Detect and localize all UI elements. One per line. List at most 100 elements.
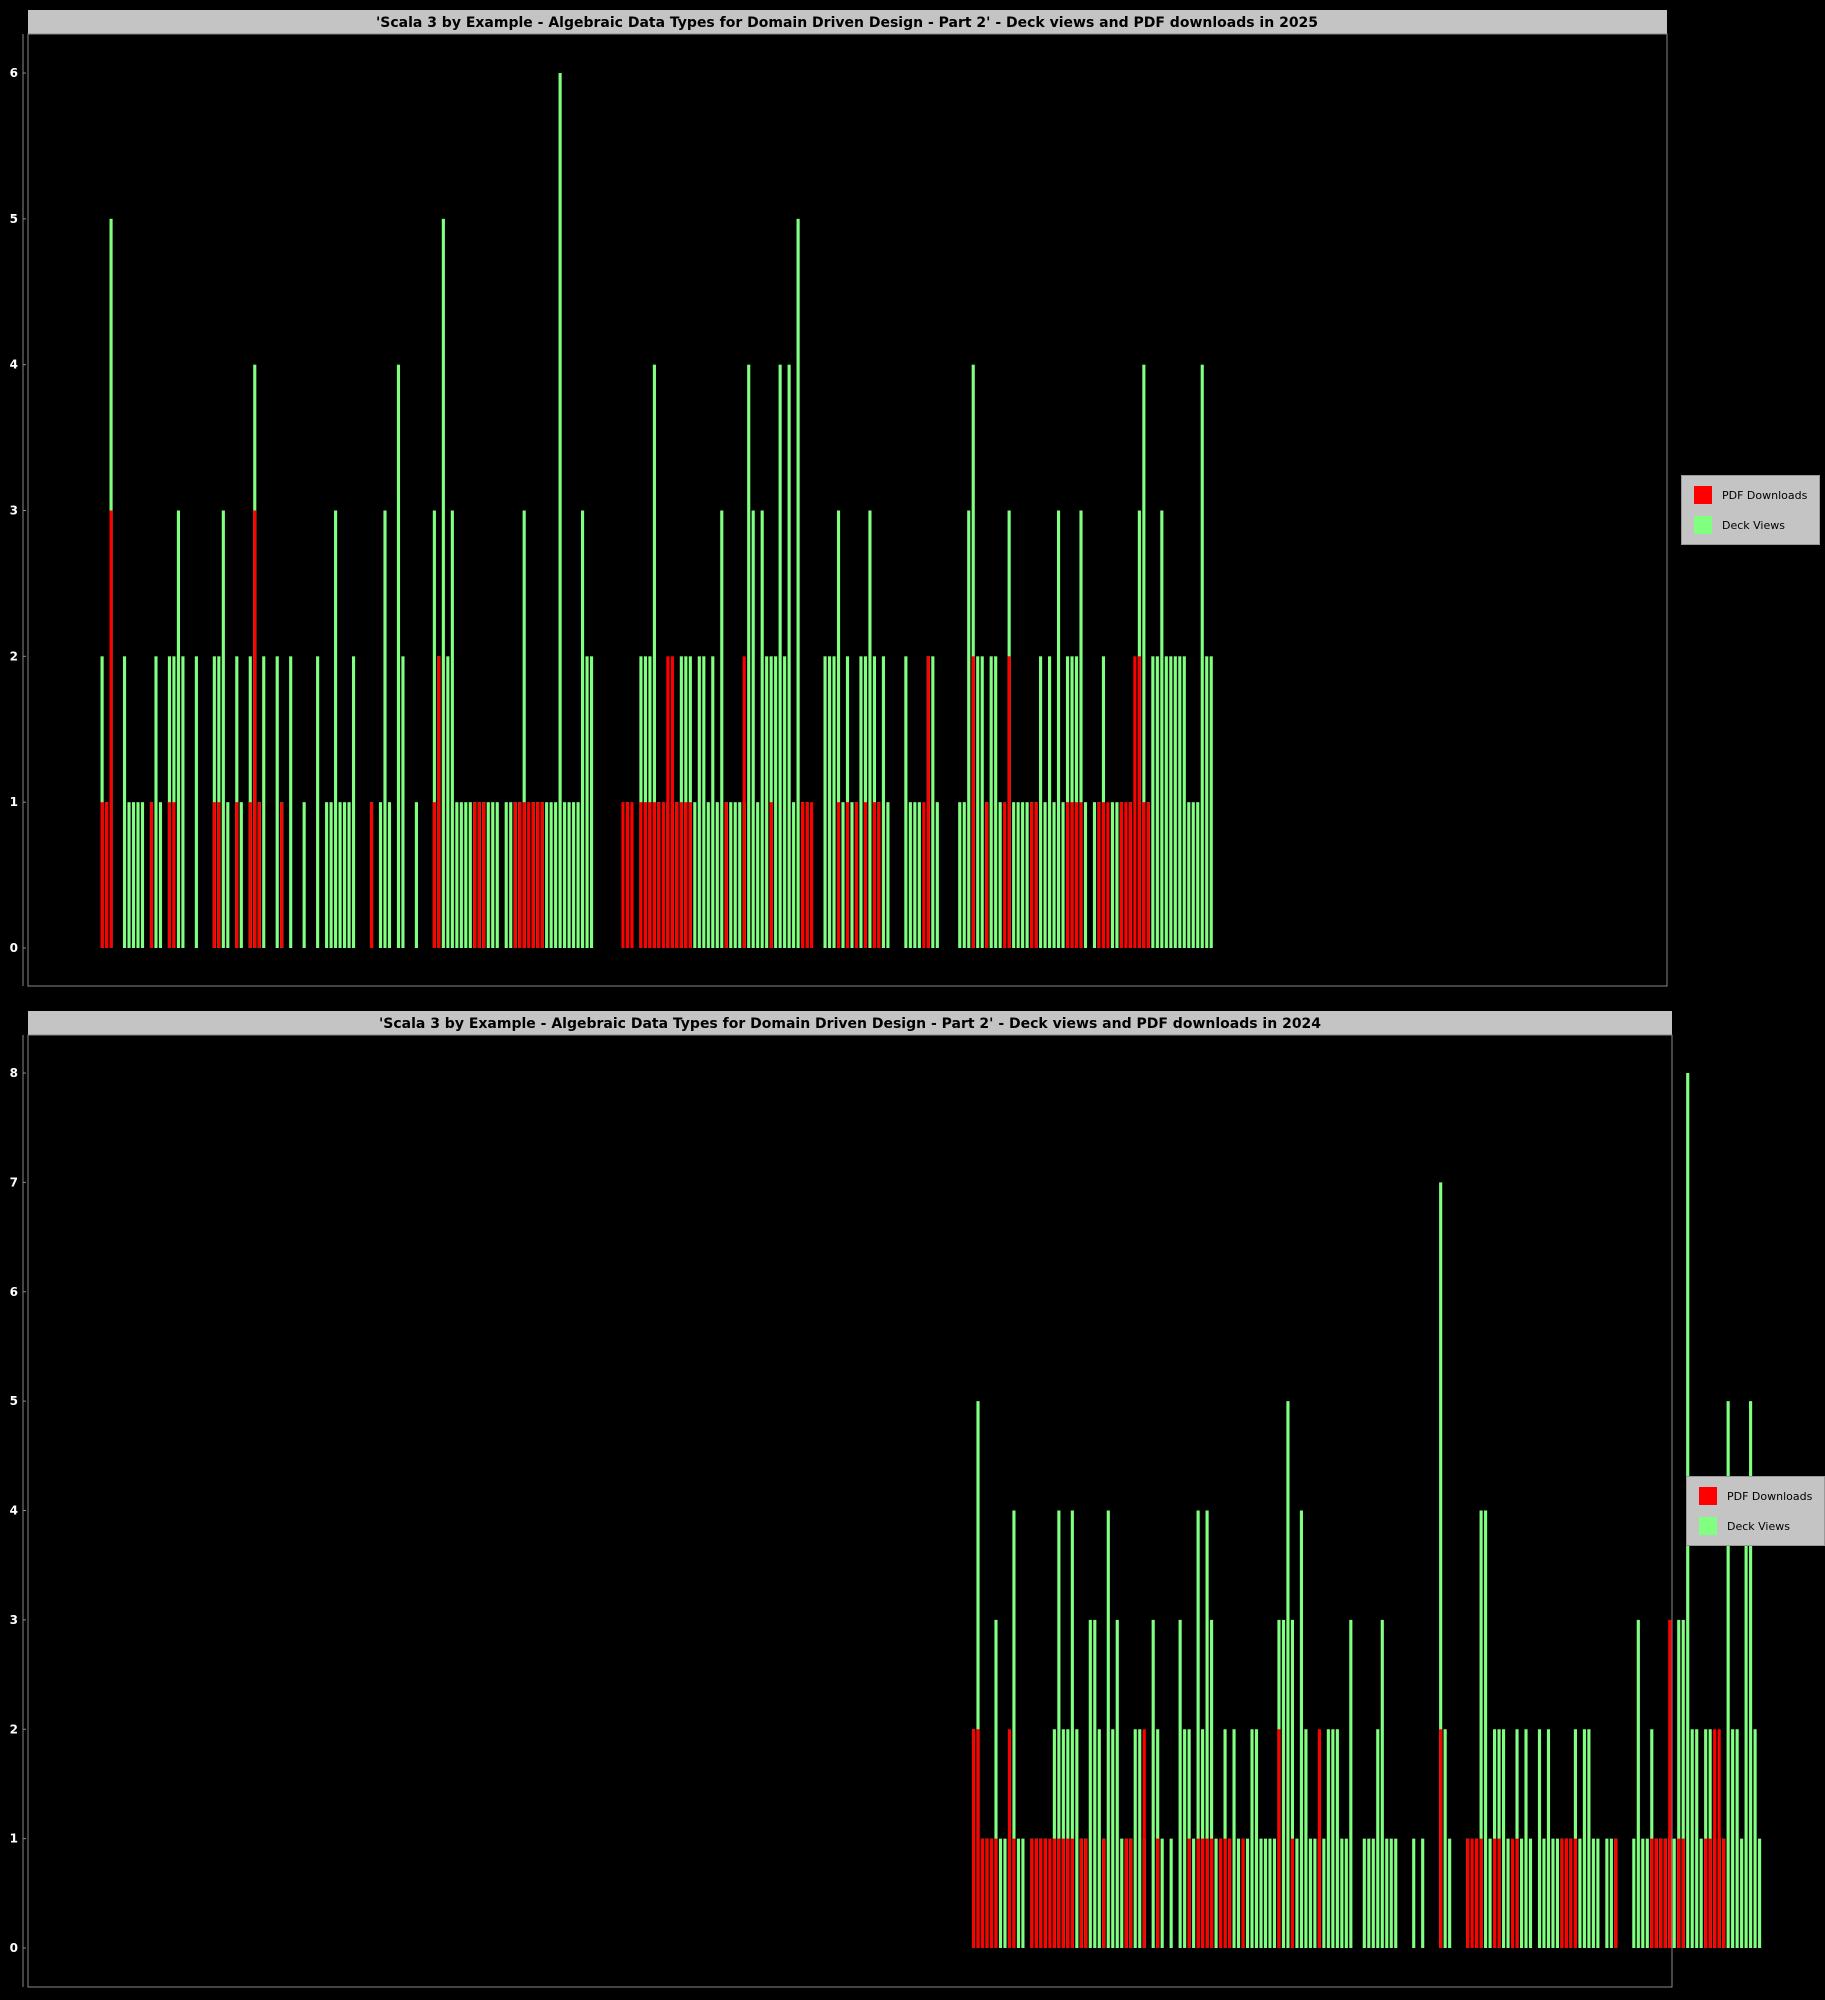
bar-deck-views bbox=[1281, 1619, 1286, 1949]
bar-pdf-downloads bbox=[679, 802, 683, 948]
y-tick-label: 2 bbox=[10, 649, 18, 663]
bar-pdf-downloads bbox=[684, 802, 688, 948]
bar-deck-views bbox=[396, 364, 401, 948]
bar-deck-views bbox=[783, 656, 787, 948]
bar-deck-views bbox=[154, 656, 158, 948]
bar-deck-views bbox=[1164, 656, 1168, 948]
bar-deck-views bbox=[1259, 1838, 1263, 1949]
bar-deck-views bbox=[1021, 1838, 1025, 1949]
bar-deck-views bbox=[572, 802, 576, 948]
bar-deck-views bbox=[226, 802, 230, 948]
bar-pdf-downloads bbox=[1084, 1838, 1088, 1949]
bar-deck-views bbox=[1160, 510, 1164, 948]
bar-pdf-downloads bbox=[1102, 1838, 1106, 1949]
bar-deck-views bbox=[414, 802, 418, 948]
bar-deck-views bbox=[1196, 802, 1200, 948]
bar-deck-views bbox=[248, 656, 252, 948]
legend-swatch-pdf bbox=[1694, 486, 1712, 504]
bar-deck-views bbox=[1115, 802, 1119, 948]
bar-pdf-downloads bbox=[769, 802, 773, 948]
bar-deck-views bbox=[491, 802, 495, 948]
legend-swatch-views bbox=[1699, 1517, 1717, 1535]
y-tick-label: 3 bbox=[10, 504, 18, 518]
bar-deck-views bbox=[836, 510, 841, 948]
bar-deck-views bbox=[1178, 1619, 1182, 1949]
bar-deck-views bbox=[176, 510, 180, 948]
bar-deck-views bbox=[1151, 656, 1155, 948]
bar-deck-views bbox=[1731, 1729, 1735, 1948]
bar-deck-views bbox=[1349, 1619, 1353, 1949]
bar-deck-views bbox=[1335, 1729, 1339, 1948]
bar-pdf-downloads bbox=[1210, 1838, 1214, 1949]
bar-deck-views bbox=[1304, 1729, 1308, 1948]
bar-pdf-downloads bbox=[1290, 1838, 1295, 1949]
bar-deck-views bbox=[302, 802, 306, 948]
bar-pdf-downloads bbox=[1713, 1729, 1717, 1948]
chart-2024: 'Scala 3 by Example - Algebraic Data Typ… bbox=[10, 1011, 1762, 1988]
bar-pdf-downloads bbox=[1493, 1838, 1497, 1949]
bar-deck-views bbox=[1192, 1838, 1196, 1949]
bar-pdf-downloads bbox=[625, 802, 630, 948]
bar-deck-views bbox=[131, 802, 136, 948]
bar-deck-views bbox=[1290, 1619, 1295, 1949]
bar-deck-views bbox=[343, 802, 347, 948]
bar-pdf-downloads bbox=[1241, 1838, 1245, 1949]
bar-pdf-downloads bbox=[1201, 1838, 1205, 1949]
bar-deck-views bbox=[167, 656, 172, 948]
bar-deck-views bbox=[1079, 510, 1083, 948]
bar-deck-views bbox=[1582, 1729, 1586, 1948]
bar-pdf-downloads bbox=[877, 802, 881, 948]
bar-deck-views bbox=[1443, 1729, 1447, 1948]
bar-deck-views bbox=[1120, 1838, 1124, 1949]
bar-pdf-downloads bbox=[1034, 1838, 1038, 1949]
bar-deck-views bbox=[1263, 1838, 1268, 1949]
bar-deck-views bbox=[832, 656, 836, 948]
bar-deck-views bbox=[778, 364, 782, 948]
bar-pdf-downloads bbox=[661, 802, 665, 948]
bar-deck-views bbox=[334, 510, 338, 948]
bar-deck-views bbox=[1187, 802, 1191, 948]
bar-pdf-downloads bbox=[1681, 1838, 1685, 1949]
y-tick-label: 1 bbox=[10, 1832, 18, 1846]
bar-pdf-downloads bbox=[432, 802, 436, 948]
bar-deck-views bbox=[989, 656, 993, 948]
bar-deck-views bbox=[994, 656, 998, 948]
bar-deck-views bbox=[796, 218, 800, 948]
bar-deck-views bbox=[1236, 1838, 1241, 1949]
bar-deck-views bbox=[1065, 656, 1070, 948]
bar-deck-views bbox=[1371, 1838, 1375, 1949]
bar-pdf-downloads bbox=[1708, 1838, 1712, 1949]
bar-deck-views bbox=[1699, 1838, 1703, 1949]
bar-deck-views bbox=[702, 656, 706, 948]
bar-deck-views bbox=[1093, 1619, 1097, 1949]
bar-deck-views bbox=[1209, 656, 1213, 948]
bar-deck-views bbox=[1142, 364, 1146, 948]
bar-deck-views bbox=[976, 1401, 980, 1949]
bar-deck-views bbox=[549, 802, 553, 948]
bar-deck-views bbox=[976, 656, 980, 948]
bar-deck-views bbox=[1322, 1838, 1326, 1949]
bar-deck-views bbox=[1740, 1838, 1744, 1949]
bar-pdf-downloads bbox=[369, 802, 374, 948]
bar-deck-views bbox=[235, 656, 239, 948]
bar-deck-views bbox=[486, 802, 490, 948]
y-tick-label: 8 bbox=[10, 1066, 18, 1080]
bar-deck-views bbox=[1021, 802, 1025, 948]
bar-deck-views bbox=[845, 656, 850, 948]
bar-deck-views bbox=[1528, 1838, 1533, 1949]
bar-deck-views bbox=[136, 802, 140, 948]
bar-deck-views bbox=[886, 802, 890, 948]
bar-pdf-downloads bbox=[1043, 1838, 1047, 1949]
bar-deck-views bbox=[693, 802, 697, 948]
bar-deck-views bbox=[545, 802, 549, 948]
bar-deck-views bbox=[1493, 1729, 1497, 1948]
bar-pdf-downloads bbox=[1677, 1838, 1681, 1949]
bar-deck-views bbox=[1012, 1510, 1016, 1948]
bar-pdf-downloads bbox=[212, 802, 216, 948]
bar-deck-views bbox=[1501, 1729, 1506, 1948]
bar-pdf-downloads bbox=[1003, 802, 1007, 948]
bar-pdf-downloads bbox=[1101, 802, 1106, 948]
bar-deck-views bbox=[1488, 1838, 1492, 1949]
y-tick-label: 2 bbox=[10, 1722, 18, 1736]
chart-title-bar bbox=[28, 10, 1667, 34]
